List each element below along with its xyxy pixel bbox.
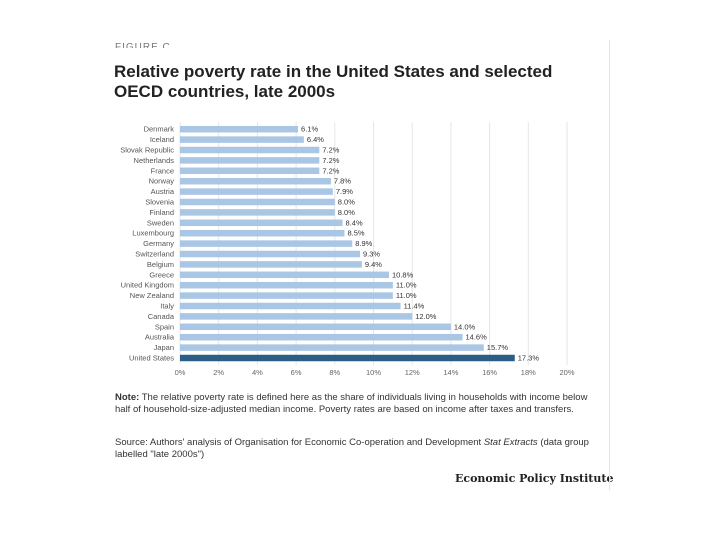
source-tail: (data group labelled "late 2000s") xyxy=(115,437,589,460)
figure-label: FIGURE C xyxy=(115,42,171,48)
category-label: Iceland xyxy=(150,135,174,144)
x-tick-label: 14% xyxy=(443,368,458,377)
bar xyxy=(180,198,335,206)
chart-note: Note: The relative poverty rate is defin… xyxy=(115,392,600,416)
value-label: 7.2% xyxy=(322,166,339,175)
source-italic: Stat Extracts xyxy=(483,437,538,448)
category-label: Sweden xyxy=(147,218,174,227)
category-label: Greece xyxy=(149,270,174,279)
value-label: 8.0% xyxy=(338,208,355,217)
note-label: Note: xyxy=(115,392,140,403)
note-text: The relative poverty rate is defined her… xyxy=(115,392,588,415)
category-label: New Zealand xyxy=(130,291,174,300)
x-tick-label: 0% xyxy=(175,368,186,377)
bar xyxy=(180,344,484,351)
bar xyxy=(180,209,335,216)
bar xyxy=(180,271,389,279)
category-label: Finland xyxy=(149,208,174,217)
x-tick-label: 6% xyxy=(291,368,302,377)
bar xyxy=(180,313,413,320)
category-label: Italy xyxy=(160,302,174,311)
bar xyxy=(180,323,451,331)
value-label: 7.9% xyxy=(336,187,353,196)
publisher-logo: Economic Policy Institute xyxy=(455,472,614,485)
category-label: Australia xyxy=(145,333,175,342)
category-label: Spain xyxy=(155,322,174,331)
category-label: United Kingdom xyxy=(121,281,174,290)
value-label: 8.5% xyxy=(347,229,364,238)
category-label: Luxembourg xyxy=(132,229,174,238)
x-tick-label: 8% xyxy=(329,368,340,377)
source-label: Source: xyxy=(115,437,148,448)
category-label: Slovak Republic xyxy=(120,146,174,155)
category-label: Austria xyxy=(151,187,175,196)
category-label: Canada xyxy=(148,312,175,321)
value-label: 8.9% xyxy=(355,239,372,248)
value-label: 9.3% xyxy=(363,250,380,259)
right-divider xyxy=(609,40,610,490)
x-tick-label: 12% xyxy=(405,368,420,377)
bar xyxy=(180,302,401,310)
bar xyxy=(180,188,333,195)
bar xyxy=(180,250,360,258)
bar xyxy=(180,281,393,289)
category-label: Slovenia xyxy=(145,198,175,207)
bar xyxy=(180,146,320,154)
bar xyxy=(180,229,345,237)
category-label: Japan xyxy=(154,343,174,352)
category-label: Denmark xyxy=(144,125,175,134)
value-label: 6.4% xyxy=(307,135,324,144)
bar xyxy=(180,177,331,185)
value-label: 11.0% xyxy=(396,281,417,290)
x-tick-label: 20% xyxy=(559,368,574,377)
bar xyxy=(180,292,393,299)
value-label: 7.2% xyxy=(322,146,339,155)
value-label: 10.8% xyxy=(392,270,414,279)
value-label: 6.1% xyxy=(301,125,318,134)
value-label: 12.0% xyxy=(415,312,437,321)
x-tick-label: 18% xyxy=(521,368,536,377)
category-label: Germany xyxy=(143,239,174,248)
value-label: 17.3% xyxy=(518,354,540,363)
category-label: Norway xyxy=(149,177,175,186)
value-label: 11.0% xyxy=(396,291,417,300)
value-label: 14.6% xyxy=(466,333,488,342)
x-tick-label: 2% xyxy=(213,368,224,377)
value-label: 7.2% xyxy=(322,156,339,165)
category-label: France xyxy=(151,166,174,175)
value-label: 15.7% xyxy=(487,343,509,352)
bar xyxy=(180,261,362,268)
category-label: Netherlands xyxy=(134,156,175,165)
source-text: Authors' analysis of Organisation for Ec… xyxy=(147,437,484,448)
category-label: United States xyxy=(129,354,174,363)
chart-title: Relative poverty rate in the United Stat… xyxy=(114,62,553,101)
bar xyxy=(180,219,343,227)
chart-source: Source: Authors' analysis of Organisatio… xyxy=(115,437,600,461)
value-label: 7.8% xyxy=(334,177,351,186)
bar xyxy=(180,167,320,175)
value-label: 8.4% xyxy=(346,218,363,227)
value-label: 11.4% xyxy=(404,302,425,311)
bar xyxy=(180,157,320,164)
value-label: 14.0% xyxy=(454,322,476,331)
x-tick-label: 16% xyxy=(482,368,497,377)
bar-highlight xyxy=(180,354,515,362)
bar xyxy=(180,136,304,143)
category-label: Switzerland xyxy=(135,250,174,259)
value-label: 9.4% xyxy=(365,260,382,269)
bar xyxy=(180,240,353,247)
x-tick-label: 10% xyxy=(366,368,381,377)
bar xyxy=(180,333,463,341)
bar xyxy=(180,125,299,133)
x-tick-label: 4% xyxy=(252,368,263,377)
value-label: 8.0% xyxy=(338,198,355,207)
category-label: Belgium xyxy=(147,260,174,269)
